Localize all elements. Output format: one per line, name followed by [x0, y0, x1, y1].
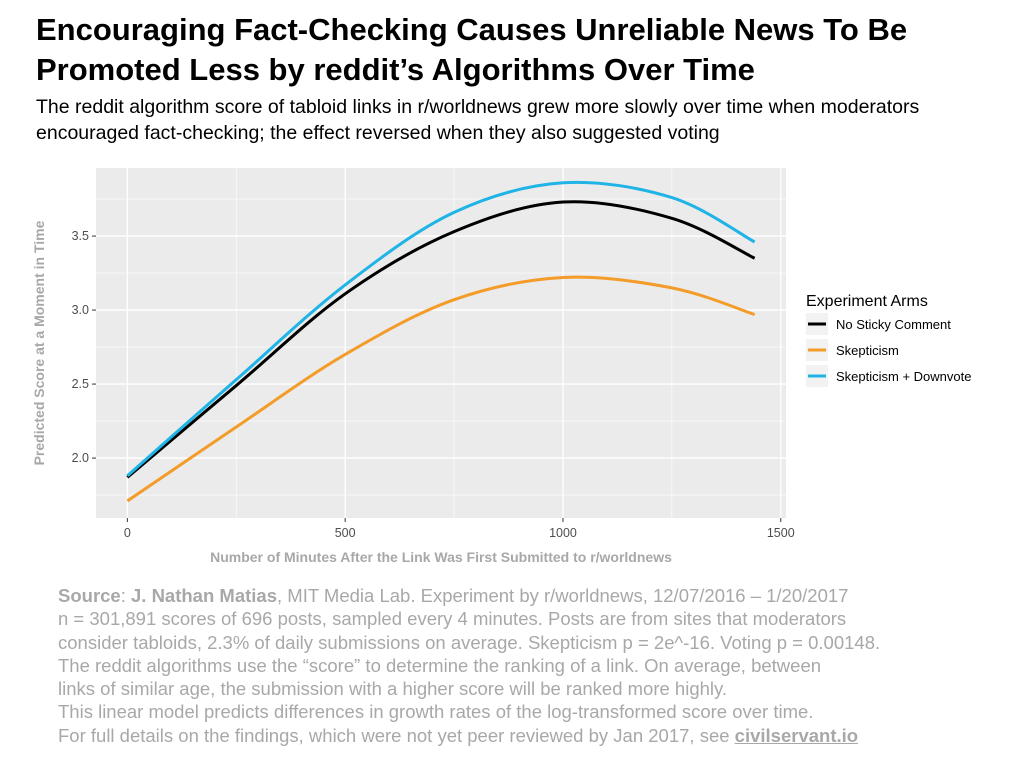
- series-line-skepticism: [126, 275, 756, 503]
- x-tick-label: 500: [335, 526, 356, 540]
- plot-panel: [96, 168, 786, 518]
- source-line-6: This linear model predicts differences i…: [58, 701, 814, 723]
- legend-label: Skepticism: [836, 343, 899, 358]
- legend-label: No Sticky Comment: [836, 317, 951, 332]
- legend-label: Skepticism + Downvote: [836, 369, 971, 384]
- legend: Experiment Arms No Sticky Comment Skeptic…: [806, 293, 971, 387]
- source-label: Source: [58, 585, 121, 606]
- source-line-2: n = 301,891 scores of 696 posts, sampled…: [58, 608, 847, 630]
- source-notes: Source: J. Nathan Matias, MIT Media Lab.…: [58, 584, 1008, 747]
- x-tick-label: 0: [124, 526, 131, 540]
- page-subtitle: The reddit algorithm score of tabloid li…: [36, 96, 920, 144]
- y-tick-label: 2.5: [72, 377, 89, 391]
- civilservant-link[interactable]: civilservant.io: [734, 724, 859, 746]
- series-line-skepticism-downvote: [126, 180, 756, 477]
- legend-title: Experiment Arms: [806, 293, 928, 310]
- y-tick-label: 3.5: [72, 229, 89, 243]
- source-line-4: The reddit algorithms use the “score” to…: [58, 654, 822, 676]
- line-chart: 0 500 1000 1500 2.0 2.5 3.0 3.5 Number of Minut…: [31, 168, 971, 565]
- source-line-1: , MIT Media Lab. Experiment by r/worldne…: [277, 585, 849, 606]
- source-line-3: consider tabloids, 2.3% of daily submiss…: [58, 631, 881, 653]
- page-title: Encouraging Fact-Checking Causes Unrelia…: [36, 12, 908, 87]
- source-author: J. Nathan Matias: [131, 585, 277, 606]
- x-axis-label: Number of Minutes After the Link Was Fir…: [210, 549, 672, 565]
- source-line-5: links of similar age, the submission wit…: [58, 678, 728, 700]
- y-tick-label: 2.0: [72, 451, 89, 465]
- x-tick-label: 1500: [767, 526, 795, 540]
- x-tick-label: 1000: [549, 526, 577, 540]
- series-line-no-sticky-comment: [126, 200, 756, 479]
- source-line-7: For full details on the findings, which …: [58, 724, 735, 746]
- y-axis-label: Predicted Score at a Moment in Time: [31, 220, 47, 465]
- y-tick-label: 3.0: [72, 303, 89, 317]
